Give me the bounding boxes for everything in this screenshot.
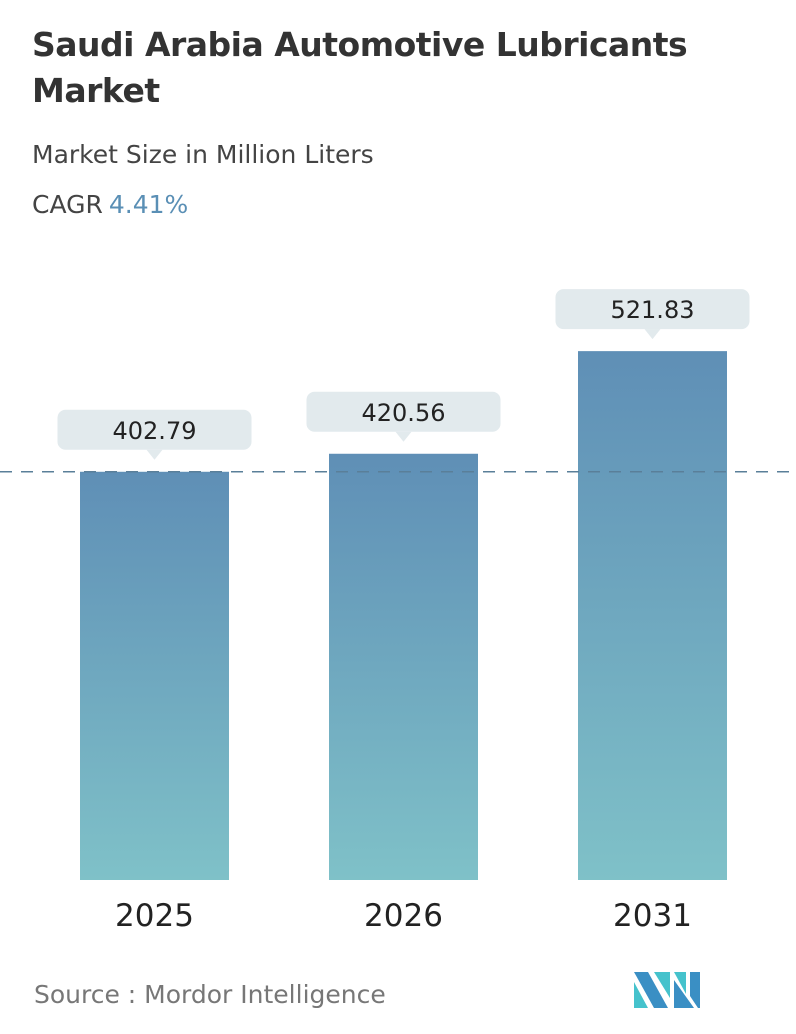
chart-subtitle: Market Size in Million Liters <box>32 140 374 169</box>
cagr: CAGR 4.41% <box>32 190 188 219</box>
data-label-text: 420.56 <box>362 399 446 427</box>
chart-title: Saudi Arabia Automotive Lubricants Marke… <box>32 25 688 110</box>
data-label-box <box>555 289 750 330</box>
bar-2031 <box>578 351 727 880</box>
x-tick-label: 2025 <box>115 898 194 934</box>
cagr-label: CAGR <box>32 190 103 219</box>
bar-2026 <box>329 453 478 880</box>
data-label-2025: 402.79 <box>57 409 252 460</box>
source-text: Source : Mordor Intelligence <box>34 980 386 1009</box>
data-label-pointer <box>146 449 163 460</box>
data-label-box <box>57 409 252 450</box>
data-label-2031: 521.83 <box>555 289 750 340</box>
data-label-text: 521.83 <box>611 296 695 324</box>
data-label-2026: 420.56 <box>306 391 501 442</box>
cagr-value: 4.41% <box>108 190 189 219</box>
x-tick-label: 2031 <box>613 898 692 934</box>
mordor-intelligence-logo <box>634 972 700 1008</box>
data-label-text: 402.79 <box>113 417 197 445</box>
x-tick-label: 2026 <box>364 898 443 934</box>
bar-2025 <box>80 471 229 880</box>
data-label-box <box>306 391 501 432</box>
data-label-pointer <box>395 431 412 442</box>
data-label-pointer <box>644 329 661 340</box>
